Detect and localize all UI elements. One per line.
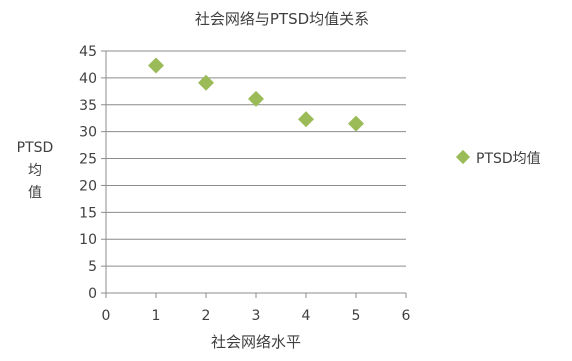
y-tick-label: 10 — [79, 232, 97, 248]
data-point-diamond — [298, 111, 314, 128]
y-tick-label: 30 — [79, 125, 97, 141]
x-tick-label: 3 — [252, 308, 261, 324]
y-axis-title-line: 均 — [28, 163, 42, 179]
x-tick-label: 2 — [202, 308, 211, 324]
x-tick-label: 1 — [152, 308, 161, 324]
x-tick-label: 6 — [402, 308, 411, 324]
legend-label: PTSD均值 — [476, 151, 541, 167]
legend-marker-diamond — [455, 149, 471, 165]
y-tick-label: 45 — [79, 44, 97, 60]
y-tick-label: 15 — [79, 205, 97, 221]
gridlines — [106, 50, 406, 267]
y-tick-label: 20 — [79, 178, 97, 194]
data-point-diamond — [348, 115, 364, 132]
legend: PTSD均值 — [455, 149, 541, 167]
y-tick-label: 40 — [79, 71, 97, 87]
y-axis-title: PTSD 均 值 — [17, 140, 54, 201]
y-tick-label: 0 — [88, 286, 97, 302]
chart-title: 社会网络与PTSD均值关系 — [195, 10, 369, 28]
data-point-diamond — [248, 90, 264, 107]
data-point-diamond — [198, 74, 214, 91]
y-tick-label: 35 — [79, 98, 97, 114]
axes — [101, 50, 407, 298]
y-tick-label: 5 — [88, 259, 97, 275]
y-axis-title-line: PTSD — [17, 140, 54, 156]
data-point-diamond — [148, 57, 164, 74]
x-axis-title: 社会网络水平 — [211, 333, 301, 351]
x-tick-label: 5 — [352, 308, 361, 324]
x-tick-label: 4 — [302, 308, 311, 324]
y-tick-label: 25 — [79, 152, 97, 168]
y-axis-title-line: 值 — [28, 185, 42, 201]
data-points — [148, 57, 364, 132]
x-tick-label: 0 — [102, 308, 111, 324]
